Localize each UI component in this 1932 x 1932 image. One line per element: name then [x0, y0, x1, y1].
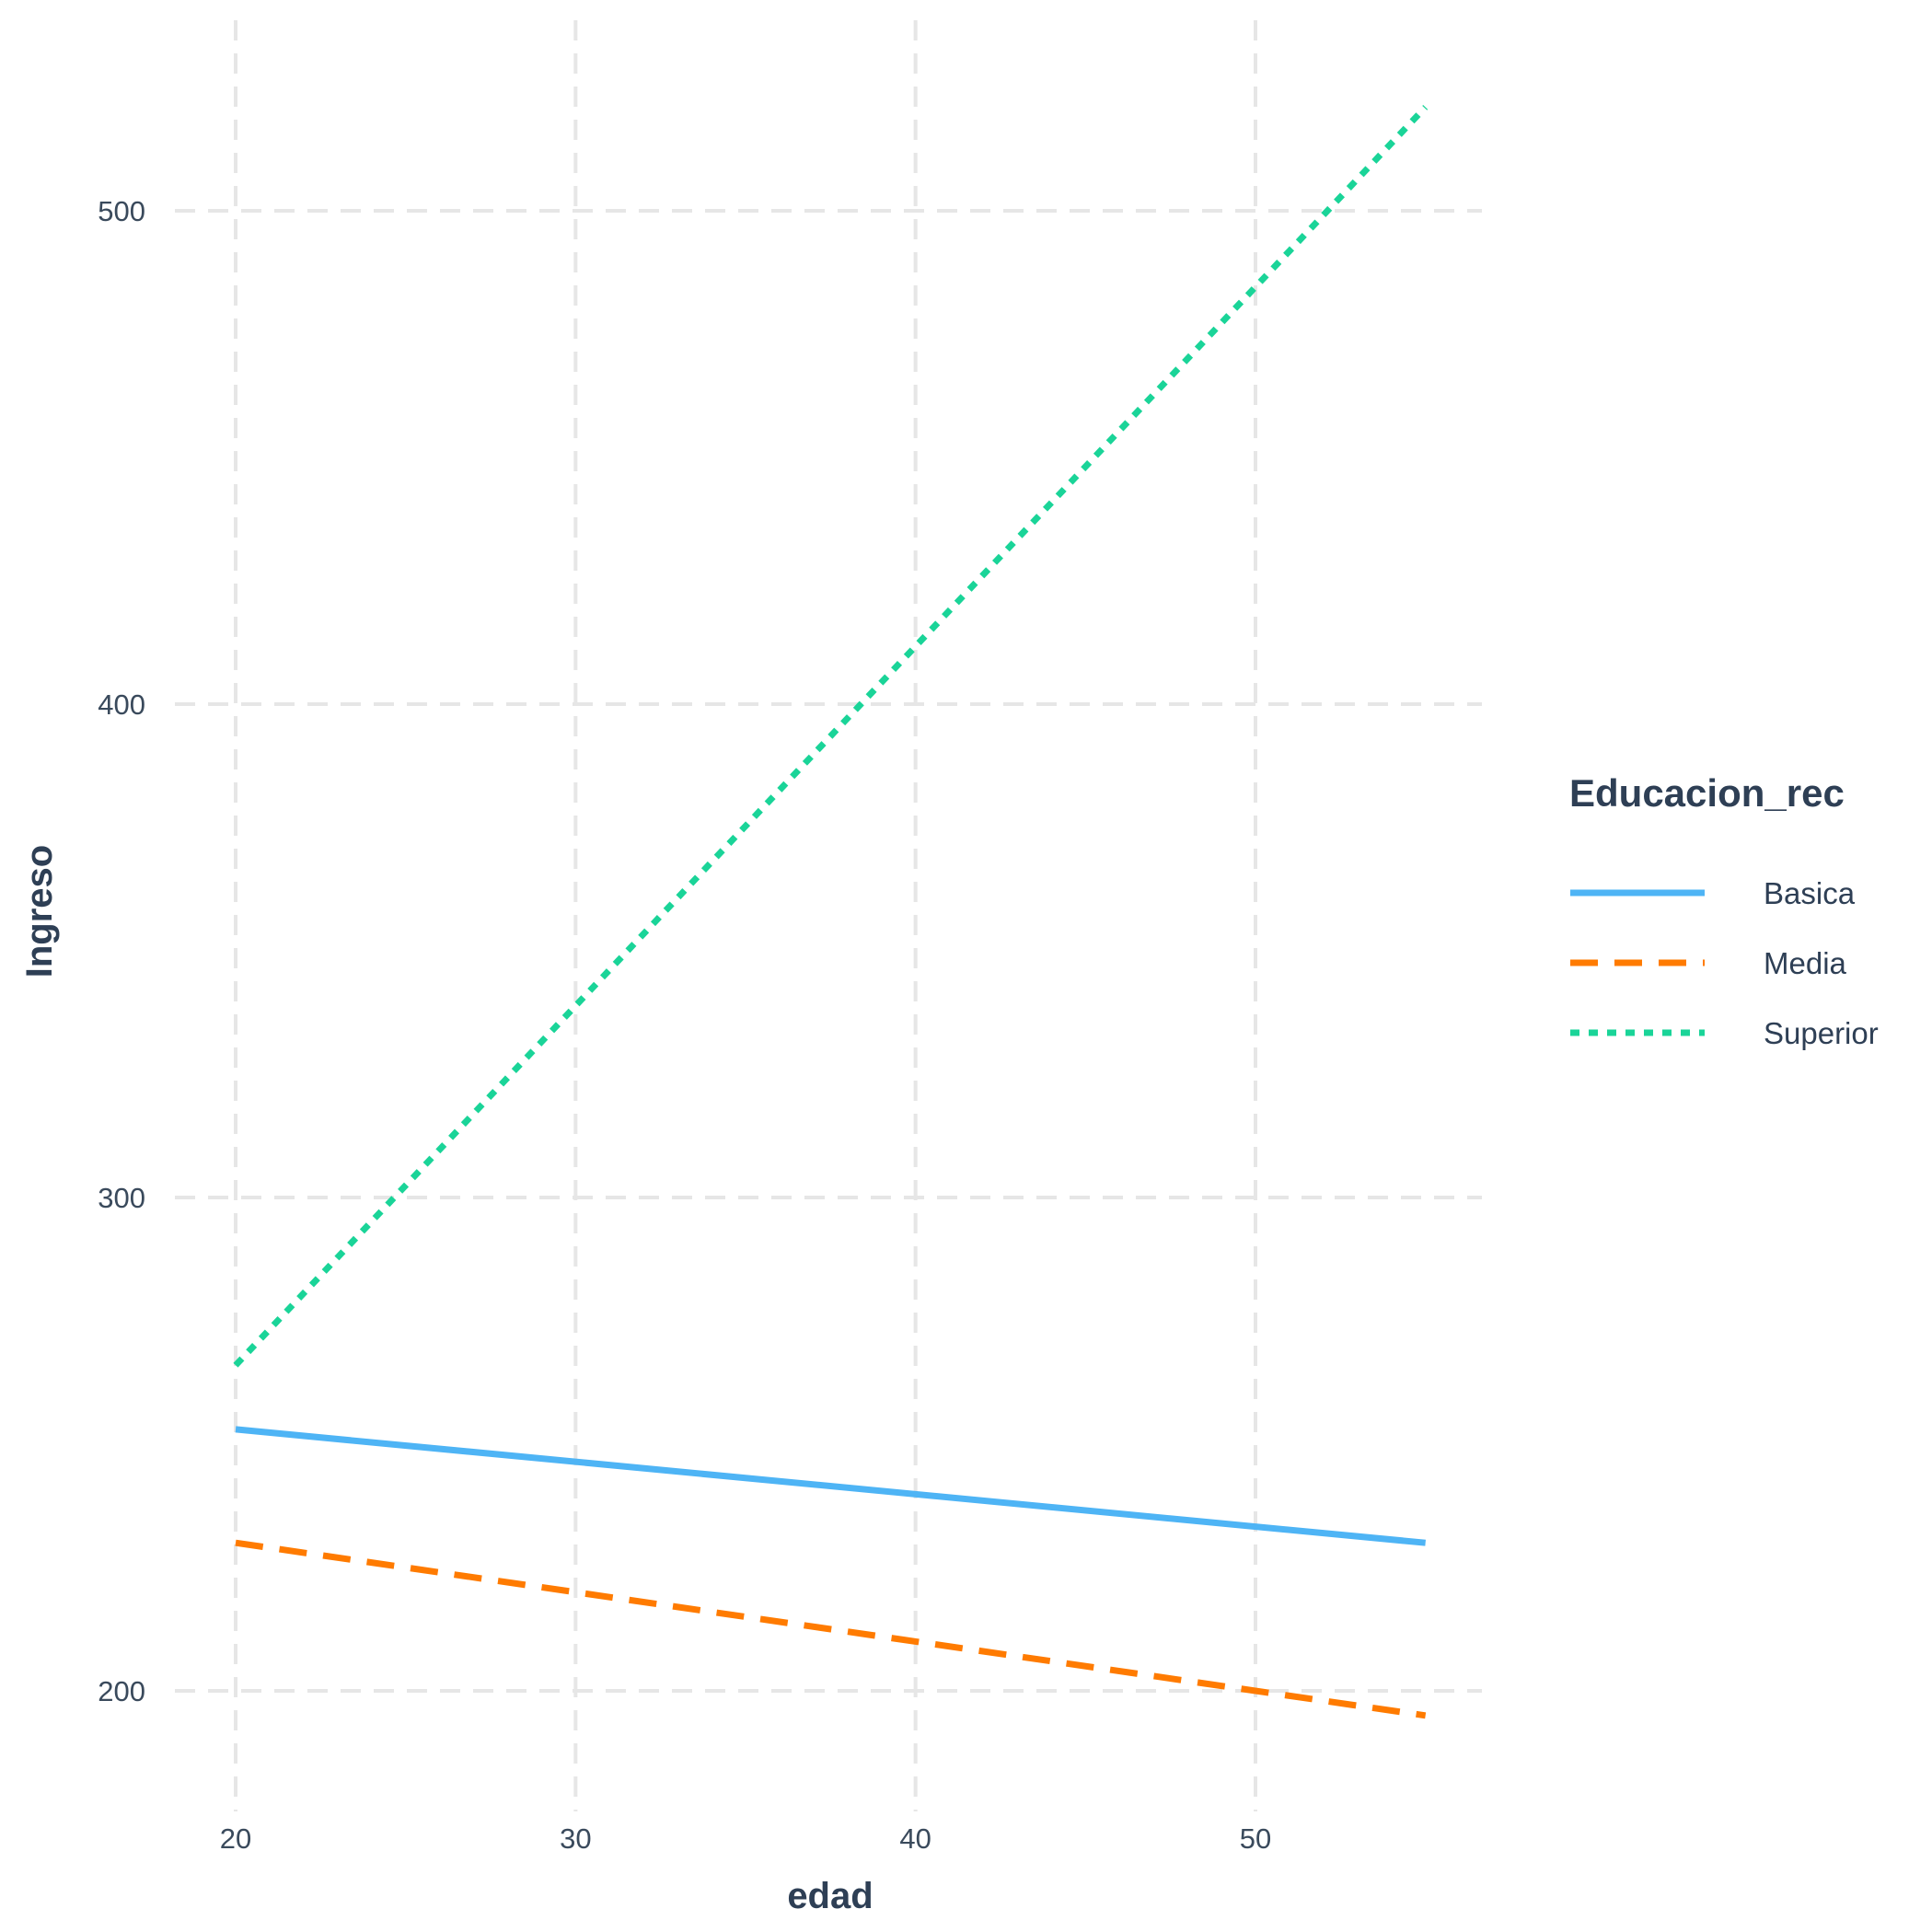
x-axis-tick-labels: 20 30 40 50: [220, 1822, 1271, 1855]
vertical-gridlines: [234, 20, 1257, 1811]
legend-item: Superior: [1570, 1016, 1879, 1050]
horizontal-gridlines: [175, 209, 1482, 1693]
x-axis-title: edad: [787, 1876, 873, 1916]
x-tick-label: 50: [1240, 1822, 1271, 1855]
x-tick-label: 30: [560, 1822, 591, 1855]
x-tick-label: 20: [220, 1822, 251, 1855]
series-line-superior: [233, 105, 1429, 1368]
legend-title: Educacion_rec: [1569, 771, 1845, 815]
y-axis-title: Ingreso: [19, 845, 60, 978]
y-tick-label: 500: [98, 195, 145, 227]
legend-item: Media: [1570, 946, 1847, 980]
y-tick-label: 200: [98, 1675, 145, 1707]
legend-items: Basica Media Superior: [1570, 876, 1879, 1050]
legend-label: Superior: [1764, 1016, 1879, 1050]
series-line-basica: [235, 1426, 1426, 1546]
legend-item: Basica: [1570, 876, 1856, 910]
series-line-media: [235, 1539, 1427, 1719]
series-lines: [233, 105, 1429, 1719]
legend-label: Media: [1764, 946, 1847, 980]
y-axis-tick-labels: 200 300 400 500: [98, 195, 145, 1707]
y-tick-label: 300: [98, 1182, 145, 1214]
legend: Educacion_rec Basica Media Superior: [1569, 771, 1879, 1050]
x-tick-label: 40: [899, 1822, 931, 1855]
legend-label: Basica: [1764, 876, 1856, 910]
y-tick-label: 400: [98, 688, 145, 721]
